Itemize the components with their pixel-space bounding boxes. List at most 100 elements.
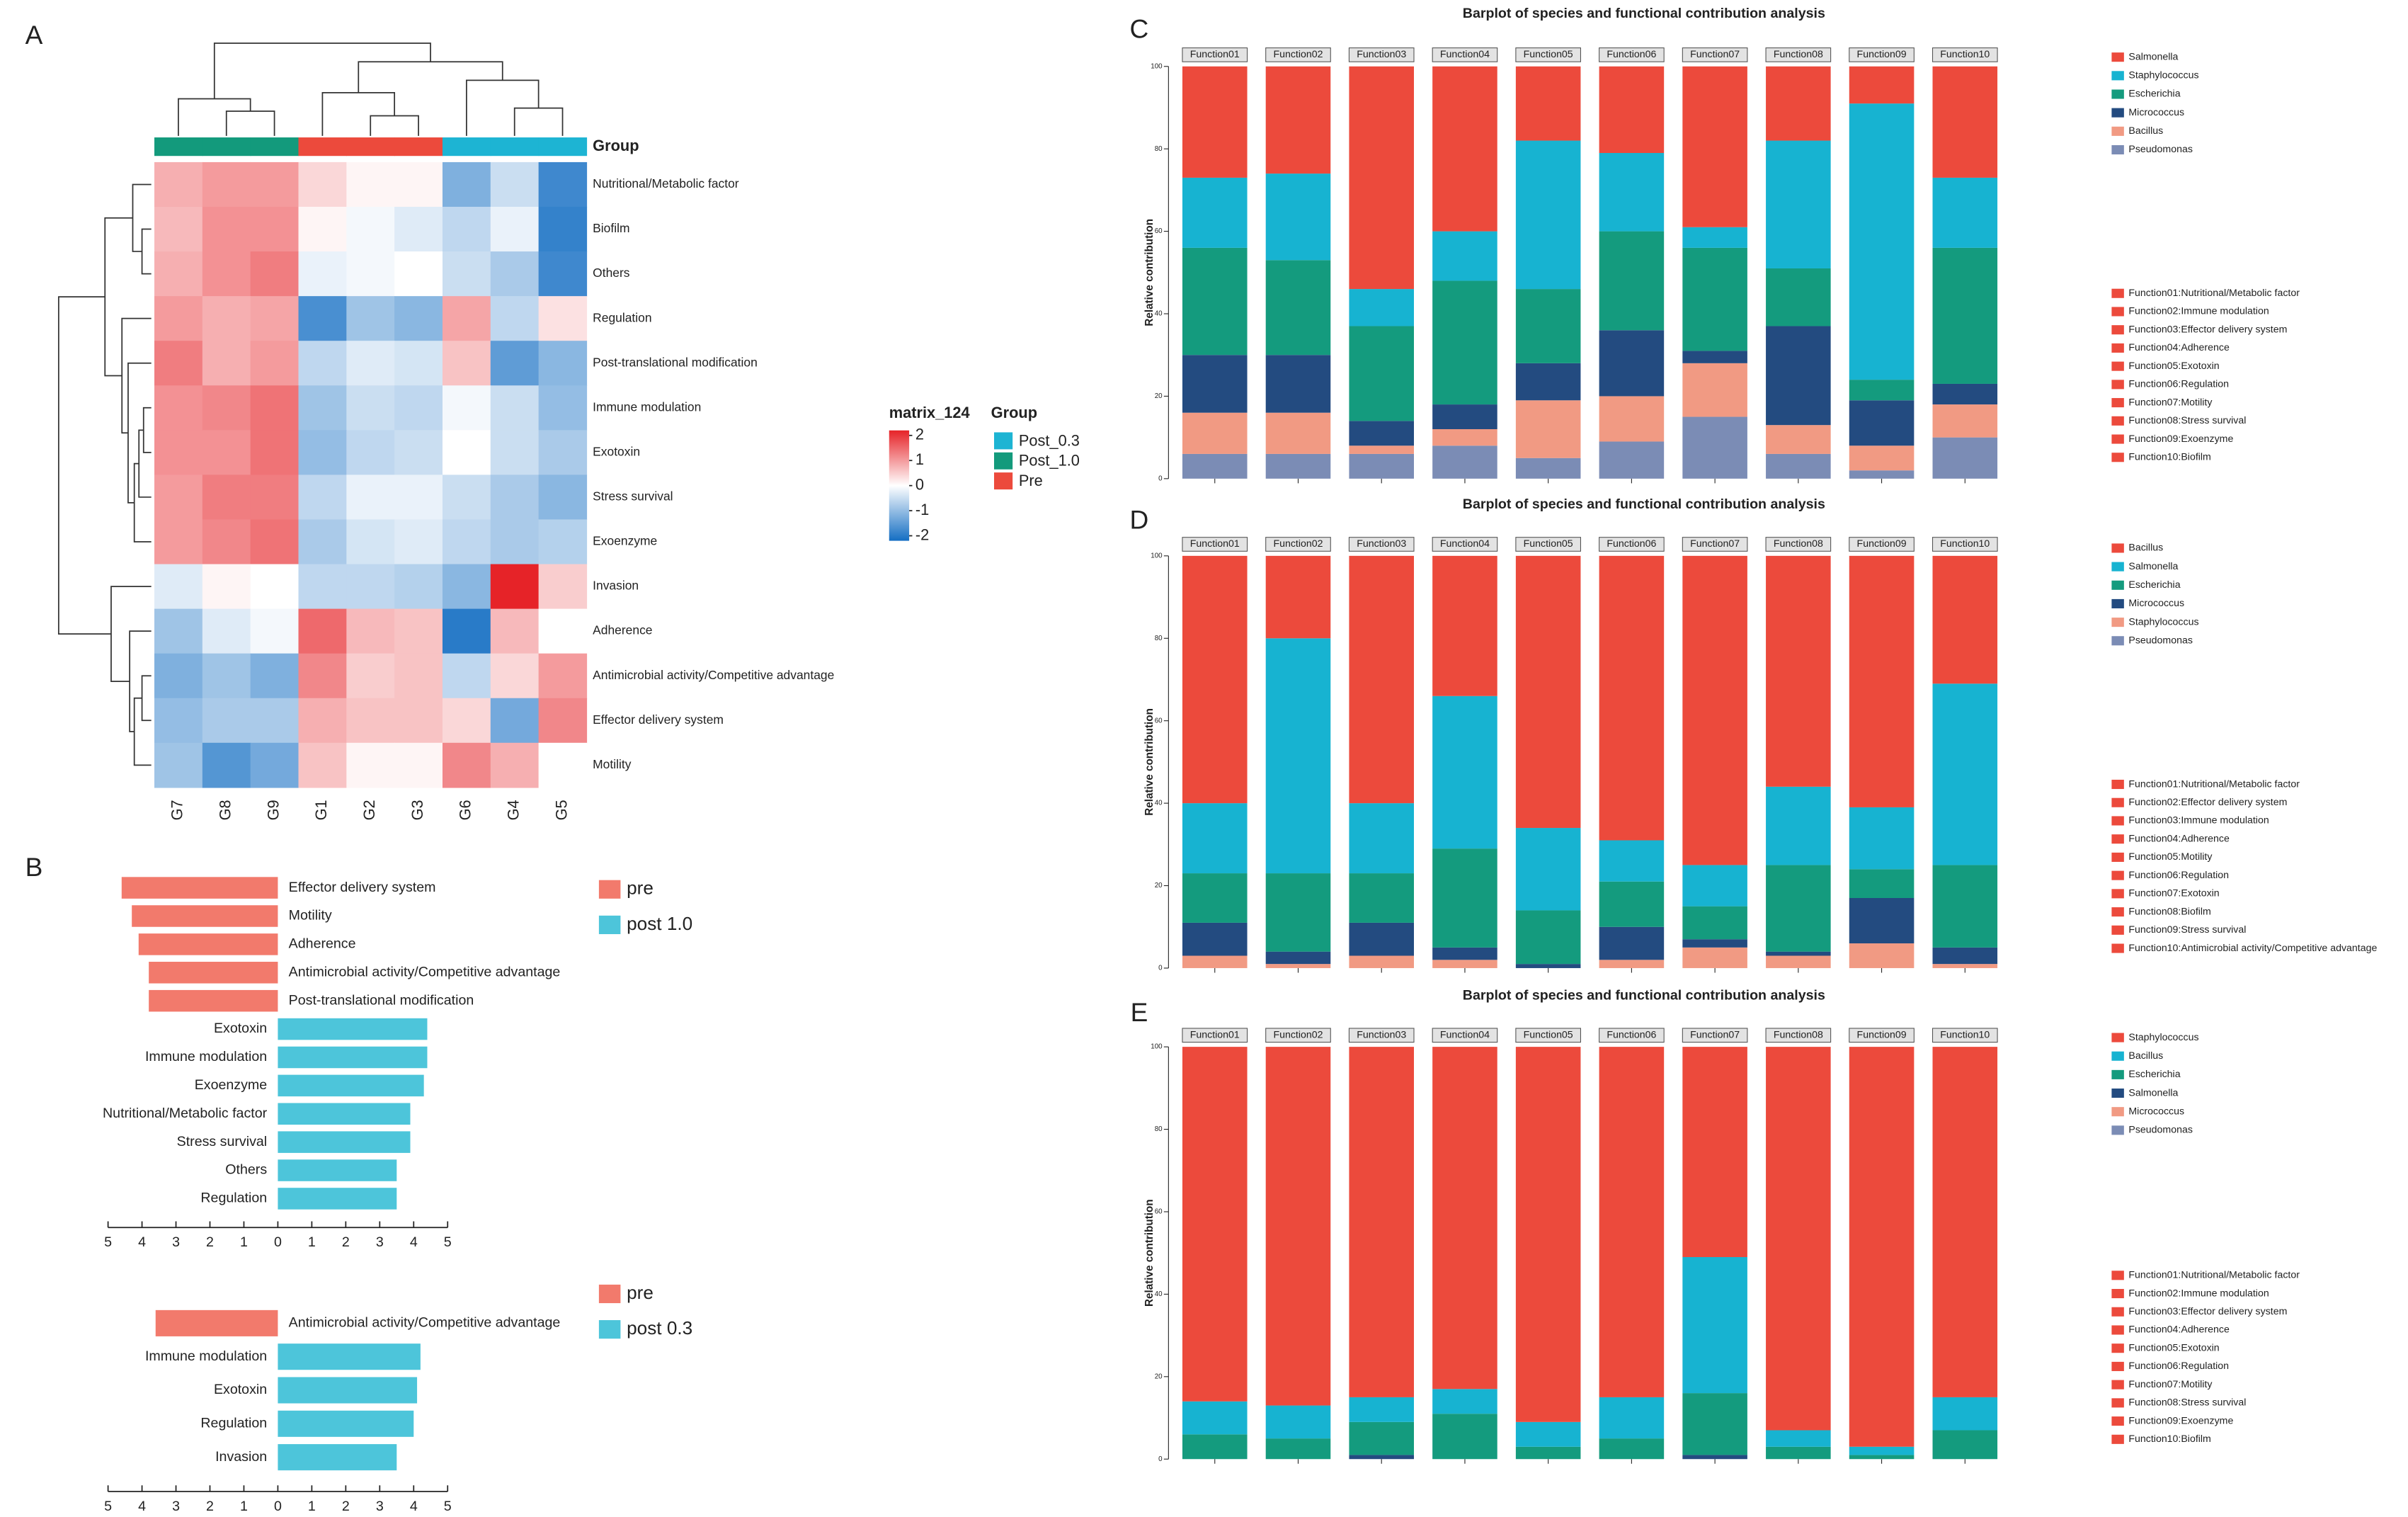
dendrogram bbox=[133, 462, 152, 542]
strip bbox=[1931, 47, 1998, 62]
heat-cell bbox=[346, 296, 395, 341]
y-tick-label: 100 bbox=[1151, 552, 1163, 559]
legend-swatch bbox=[2111, 943, 2124, 953]
x-tick-label: 1 bbox=[308, 1234, 316, 1250]
heat-cell bbox=[442, 385, 491, 431]
x-tick-label: 2 bbox=[342, 1499, 350, 1514]
strip bbox=[1432, 1028, 1498, 1043]
strip bbox=[1265, 1028, 1331, 1043]
legend-label: Escherichia bbox=[2128, 89, 2180, 100]
bar-segment bbox=[1182, 922, 1248, 956]
legend-swatch bbox=[2111, 325, 2124, 335]
x-tick-label: 2 bbox=[206, 1499, 214, 1514]
bar-segment bbox=[1432, 404, 1497, 430]
bar-segment bbox=[1349, 1421, 1414, 1455]
bar-segment bbox=[1182, 1401, 1248, 1435]
heat-cell bbox=[202, 341, 251, 386]
bar-segment bbox=[1766, 425, 1831, 454]
bar-segment bbox=[1349, 453, 1414, 479]
y-tick-label: 60 bbox=[1155, 1208, 1163, 1216]
bar bbox=[149, 962, 278, 984]
y-axis-label: Relative contribution bbox=[1143, 708, 1156, 816]
bar-segment bbox=[1766, 955, 1831, 968]
legend-label: Salmonella bbox=[2128, 561, 2178, 572]
x-category-label: Function06 bbox=[1607, 538, 1656, 550]
bar-segment bbox=[1515, 66, 1581, 141]
colorbar-tick-label: -1 bbox=[915, 501, 929, 518]
column-label: G9 bbox=[264, 800, 282, 820]
function-legend-label: Function06:Regulation bbox=[2128, 870, 2229, 881]
heat-cell bbox=[298, 161, 347, 208]
heat-cell bbox=[394, 206, 443, 252]
legend-swatch bbox=[2111, 343, 2124, 353]
bar-segment bbox=[1599, 1047, 1665, 1397]
group-bar bbox=[442, 137, 491, 157]
legend-swatch bbox=[2111, 834, 2124, 844]
category-label: Exotoxin bbox=[214, 1382, 267, 1397]
bar-segment bbox=[1766, 951, 1831, 956]
legend-swatch bbox=[2111, 907, 2124, 917]
bar bbox=[155, 1309, 278, 1336]
x-category-label: Function09 bbox=[1857, 49, 1907, 60]
bar-segment bbox=[1349, 1047, 1414, 1397]
strip bbox=[1599, 47, 1665, 62]
bar bbox=[278, 1188, 397, 1210]
category-label: Invasion bbox=[215, 1449, 267, 1465]
bar-segment bbox=[1349, 873, 1414, 923]
legend-swatch bbox=[2111, 89, 2124, 99]
function-legend-label: Function04:Adherence bbox=[2128, 1324, 2230, 1336]
bar-segment bbox=[1599, 396, 1665, 442]
y-tick-label: 80 bbox=[1155, 1125, 1163, 1133]
bar-segment bbox=[1182, 66, 1248, 178]
colorbar-title: matrix_124 bbox=[889, 404, 970, 421]
bar-segment bbox=[1599, 555, 1665, 841]
x-category-label: Function01 bbox=[1190, 1030, 1240, 1041]
legend-swatch bbox=[2111, 1361, 2124, 1371]
heat-cell bbox=[394, 608, 443, 654]
legend-swatch bbox=[2111, 1107, 2124, 1117]
y-tick-label: 0 bbox=[1158, 475, 1163, 482]
bar-segment bbox=[1349, 445, 1414, 454]
bar-segment bbox=[1766, 1446, 1831, 1460]
bar-segment bbox=[1349, 421, 1414, 446]
legend-swatch bbox=[2111, 307, 2124, 317]
row-label: Motility bbox=[593, 757, 632, 771]
bar-segment bbox=[1349, 555, 1414, 804]
x-category-label: Function02 bbox=[1273, 538, 1323, 550]
colorbar-tick-label: -2 bbox=[915, 525, 929, 543]
bar-segment bbox=[1849, 555, 1915, 807]
heat-cell bbox=[250, 653, 299, 699]
heat-cell bbox=[346, 608, 395, 654]
row-label: Invasion bbox=[593, 579, 639, 593]
y-tick-label: 20 bbox=[1155, 882, 1163, 890]
heat-cell bbox=[250, 385, 299, 431]
dendrogram bbox=[141, 228, 152, 275]
heat-cell bbox=[346, 742, 395, 788]
legend-swatch bbox=[2111, 636, 2124, 646]
heat-cell bbox=[442, 698, 491, 744]
bar-segment bbox=[1932, 177, 1998, 248]
x-category-label: Function01 bbox=[1190, 49, 1240, 60]
bar-segment bbox=[1682, 66, 1747, 227]
bar-segment bbox=[1932, 1430, 1998, 1460]
x-category-label: Function03 bbox=[1357, 538, 1406, 550]
bar-segment bbox=[1682, 947, 1747, 968]
function-legend-label: Function08:Stress survival bbox=[2128, 1397, 2246, 1409]
panel-letter: B bbox=[25, 852, 43, 882]
legend-swatch bbox=[2111, 1271, 2124, 1280]
y-tick-label: 0 bbox=[1158, 1455, 1163, 1463]
heat-cell bbox=[202, 608, 251, 654]
row-label: Immune modulation bbox=[593, 399, 701, 414]
heat-cell bbox=[538, 430, 588, 476]
legend-swatch bbox=[2111, 1416, 2124, 1426]
bar-segment bbox=[1182, 803, 1248, 874]
x-category-label: Function05 bbox=[1524, 49, 1573, 60]
legend-swatch bbox=[2111, 361, 2124, 371]
bar-segment bbox=[1182, 412, 1248, 454]
heat-cell bbox=[154, 698, 203, 744]
legend-swatch bbox=[2111, 1051, 2124, 1061]
heat-cell bbox=[154, 251, 203, 297]
chart-title: Barplot of species and functional contri… bbox=[1463, 496, 1825, 512]
heat-cell bbox=[298, 206, 347, 252]
x-category-label: Function01 bbox=[1190, 538, 1240, 550]
